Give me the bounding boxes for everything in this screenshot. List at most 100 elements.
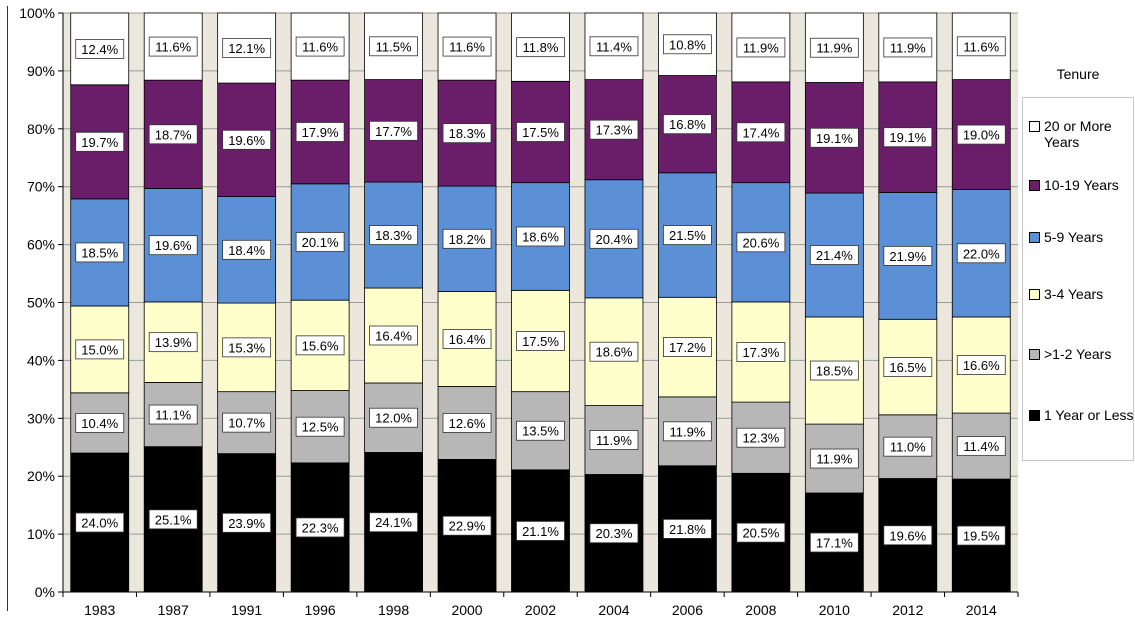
data-label-box [809, 37, 859, 58]
data-label: 16.6% [963, 358, 1000, 373]
data-label-box [589, 523, 639, 544]
data-label: 17.9% [302, 125, 339, 140]
x-tick-label: 1998 [378, 602, 409, 618]
legend-label: 5-9 Years [1044, 229, 1104, 245]
data-label-box [589, 36, 639, 57]
data-label-box [295, 416, 345, 437]
data-label: 18.6% [596, 345, 633, 360]
x-tick-label: 2004 [598, 602, 629, 618]
data-label: 20.3% [596, 526, 633, 541]
data-label-box [295, 232, 345, 252]
data-label-box [663, 518, 712, 539]
data-label-box [295, 335, 345, 356]
data-label: 18.7% [155, 127, 192, 142]
data-label: 20.5% [742, 526, 779, 541]
data-label: 16.8% [669, 117, 706, 132]
data-label: 18.5% [81, 245, 118, 260]
data-label: 15.0% [81, 342, 118, 357]
x-tick-label: 2006 [672, 602, 703, 618]
data-label-box [809, 127, 859, 148]
data-label: 17.4% [742, 125, 779, 140]
data-label: 19.7% [81, 135, 118, 150]
data-label: 18.3% [375, 228, 412, 243]
data-label-box [736, 342, 786, 362]
legend-item: 5-9 Years [1029, 229, 1135, 245]
data-label-box [589, 228, 639, 249]
data-label-box [148, 124, 198, 145]
data-label-box [222, 38, 272, 58]
data-label: 21.5% [669, 228, 706, 243]
data-label: 24.1% [375, 515, 412, 530]
data-label-box [369, 225, 418, 245]
legend-swatch [1029, 410, 1040, 421]
data-label-box [663, 114, 712, 135]
data-label: 12.0% [375, 411, 412, 426]
axes: 0% 10% 20% 30% 40% 50% 60% 70% 80% 90% 100% 1983 198… [19, 5, 1019, 618]
data-label: 13.9% [155, 335, 192, 350]
data-label: 11.9% [816, 41, 852, 56]
x-tick-label: 2000 [451, 602, 482, 618]
data-label: 20.6% [742, 235, 779, 250]
data-label: 19.6% [228, 133, 265, 148]
legend-swatch [1029, 121, 1040, 132]
data-labels: 24.0% 10.4% 15.0% 18.5% 19.7% 12.4% 25.1% 11.1%… [75, 34, 1006, 553]
data-label: 21.8% [669, 522, 706, 537]
data-label: 13.5% [522, 424, 559, 439]
x-tick-label: 1983 [84, 602, 115, 618]
data-label: 10.7% [228, 416, 265, 431]
data-label: 19.6% [889, 528, 926, 543]
data-label-box [442, 123, 492, 144]
data-label-box [589, 341, 639, 362]
y-tick-label: 90% [27, 63, 55, 79]
data-label-box [883, 436, 933, 457]
data-label-box [736, 427, 786, 448]
legend-label: 3-4 Years [1044, 286, 1104, 302]
data-label: 18.4% [228, 243, 265, 258]
data-label: 17.5% [522, 334, 559, 349]
data-label-box [295, 122, 345, 142]
data-label: 11.8% [523, 40, 559, 55]
legend-title: Tenure [1056, 66, 1100, 82]
data-label: 20.1% [302, 235, 339, 250]
data-label-box [369, 512, 418, 533]
data-label: 15.6% [302, 338, 339, 353]
data-label: 22.0% [963, 246, 1000, 261]
data-label-box [589, 430, 639, 450]
data-label-box [956, 243, 1006, 264]
y-tick-label: 30% [27, 410, 55, 426]
data-label: 12.6% [449, 416, 486, 431]
data-label-box [222, 512, 272, 533]
legend-swatch [1029, 349, 1040, 360]
legend-item: 10-19 Years [1029, 177, 1135, 193]
data-label-box [956, 436, 1006, 456]
data-label: 16.4% [449, 332, 486, 347]
data-label: 10.4% [81, 416, 118, 431]
x-tick-label: 2002 [525, 602, 556, 618]
data-label: 25.1% [155, 512, 192, 527]
data-label: 17.2% [669, 340, 706, 355]
data-label-box [222, 239, 272, 260]
data-label: 12.3% [742, 431, 779, 446]
data-label: 11.4% [963, 439, 999, 454]
data-label: 18.3% [449, 126, 486, 141]
data-label-box [295, 517, 345, 538]
data-label-box [75, 512, 125, 533]
data-label-box [75, 38, 125, 59]
data-label-box [75, 242, 125, 263]
data-label-box [736, 122, 786, 143]
data-label-box [75, 131, 125, 152]
data-label-box [148, 36, 198, 57]
data-label-box [516, 37, 565, 58]
data-label: 22.9% [449, 519, 486, 534]
data-label: 16.4% [375, 329, 412, 344]
data-label: 18.2% [449, 232, 486, 247]
data-label-box [442, 36, 492, 57]
data-label-box [369, 120, 418, 141]
data-label-box [369, 36, 418, 57]
data-label-box [369, 325, 418, 346]
data-label: 21.4% [816, 248, 853, 263]
data-label-box [809, 448, 859, 469]
data-label-box [809, 360, 859, 381]
data-label-box [956, 355, 1006, 375]
